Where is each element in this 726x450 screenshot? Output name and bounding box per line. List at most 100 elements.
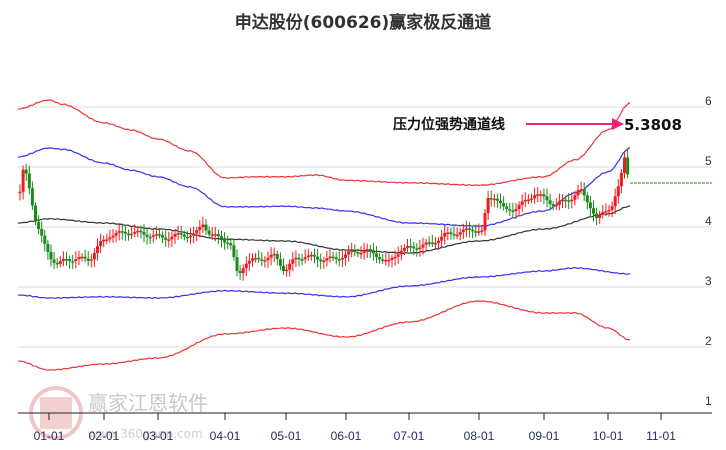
band-outer_lower [18,300,631,371]
candle-up [350,250,354,253]
y-tick-label: 6 [705,94,712,108]
candle-down [471,229,475,232]
candle-down [161,234,165,238]
x-tick-label: 01-01 [34,429,65,443]
candle-up [170,236,174,240]
candle-up [195,230,199,234]
candle-up [437,240,440,244]
candle-up [610,206,614,210]
band-inner_lower [17,266,631,300]
candle-down [592,208,595,214]
candle-down [229,243,233,246]
candle-down [86,258,90,261]
candle-down [216,234,220,237]
gridlines [18,106,712,348]
candle-up [526,199,530,201]
x-tick-label: 09-01 [529,429,560,443]
candle-down [55,262,59,265]
candle-up [387,259,391,262]
candle-down [508,209,512,211]
candle-down [564,199,568,202]
candle-down [145,234,149,237]
candle-up [418,247,422,250]
candle-up [306,255,310,258]
candle-up [136,230,140,233]
candle-up [384,260,388,262]
x-tick-label: 10-01 [593,429,624,443]
candle-down [164,237,168,240]
candle-up [458,232,462,235]
candle-down [260,259,264,261]
x-tick-label: 03-01 [143,429,174,443]
candle-down [626,157,630,175]
candle-down [468,228,471,230]
candle-up [309,254,313,257]
candle-down [123,231,127,234]
candle-up [201,224,205,227]
candle-up [189,235,192,238]
x-tick-label: 04-01 [210,429,241,443]
candle-down [334,257,338,260]
candle-up [598,214,602,218]
candle-down [378,257,382,260]
annotation: 压力位强势通道线 5.3808 [393,116,682,134]
x-tick-label: 07-01 [394,429,425,443]
candle-down [300,259,304,261]
x-tick-label: 06-01 [331,429,362,443]
candle-down [49,251,53,260]
candle-up [269,254,273,258]
candle-up [514,208,518,212]
candle-up [241,268,245,274]
candle-up [111,235,115,238]
candle-down [232,245,236,258]
candle-down [430,242,434,244]
candle-down [83,256,87,259]
candle-down [24,169,28,174]
candle-down [368,249,372,251]
candle-down [182,234,186,237]
candle-down [257,257,261,260]
candle-down [449,232,453,234]
candle-down [499,200,502,204]
candle-down [588,202,592,209]
candle-down [185,236,189,239]
candle-up [251,258,254,261]
x-tick-label: 11-01 [646,429,676,443]
candle-down [548,200,552,205]
candle-up [440,236,444,241]
candle-down [40,228,44,236]
watermark-url: www.360gann.com [88,427,203,441]
candle-down [27,173,31,189]
y-tick-label: 4 [705,214,712,228]
candle-down [238,271,242,274]
x-tick-label: 05-01 [271,429,302,443]
candle-up [167,239,171,241]
candle-up [21,169,25,192]
candle-up [272,253,276,256]
candle-down [474,231,478,233]
candle-up [96,246,99,254]
candle-up [344,254,347,258]
candle-up [130,233,134,236]
channel-bands [17,99,631,371]
candle-down [511,210,515,213]
candle-down [495,198,499,201]
candlesticks [18,149,630,281]
candle-down [582,189,586,196]
candle-up [483,213,487,231]
candle-up [433,243,437,245]
candle-up [210,234,214,236]
candle-down [34,205,37,222]
candle-up [263,260,267,262]
candle-up [557,201,561,205]
candle-up [117,231,121,233]
candle-up [61,258,65,262]
band-middle [17,205,631,255]
candle-up [402,247,406,251]
candle-down [142,231,146,235]
candle-up [92,253,96,260]
annotation-label: 压力位强势通道线 [393,116,505,133]
candle-down [489,198,493,200]
candle-down [223,239,227,243]
candle-up [89,259,93,261]
